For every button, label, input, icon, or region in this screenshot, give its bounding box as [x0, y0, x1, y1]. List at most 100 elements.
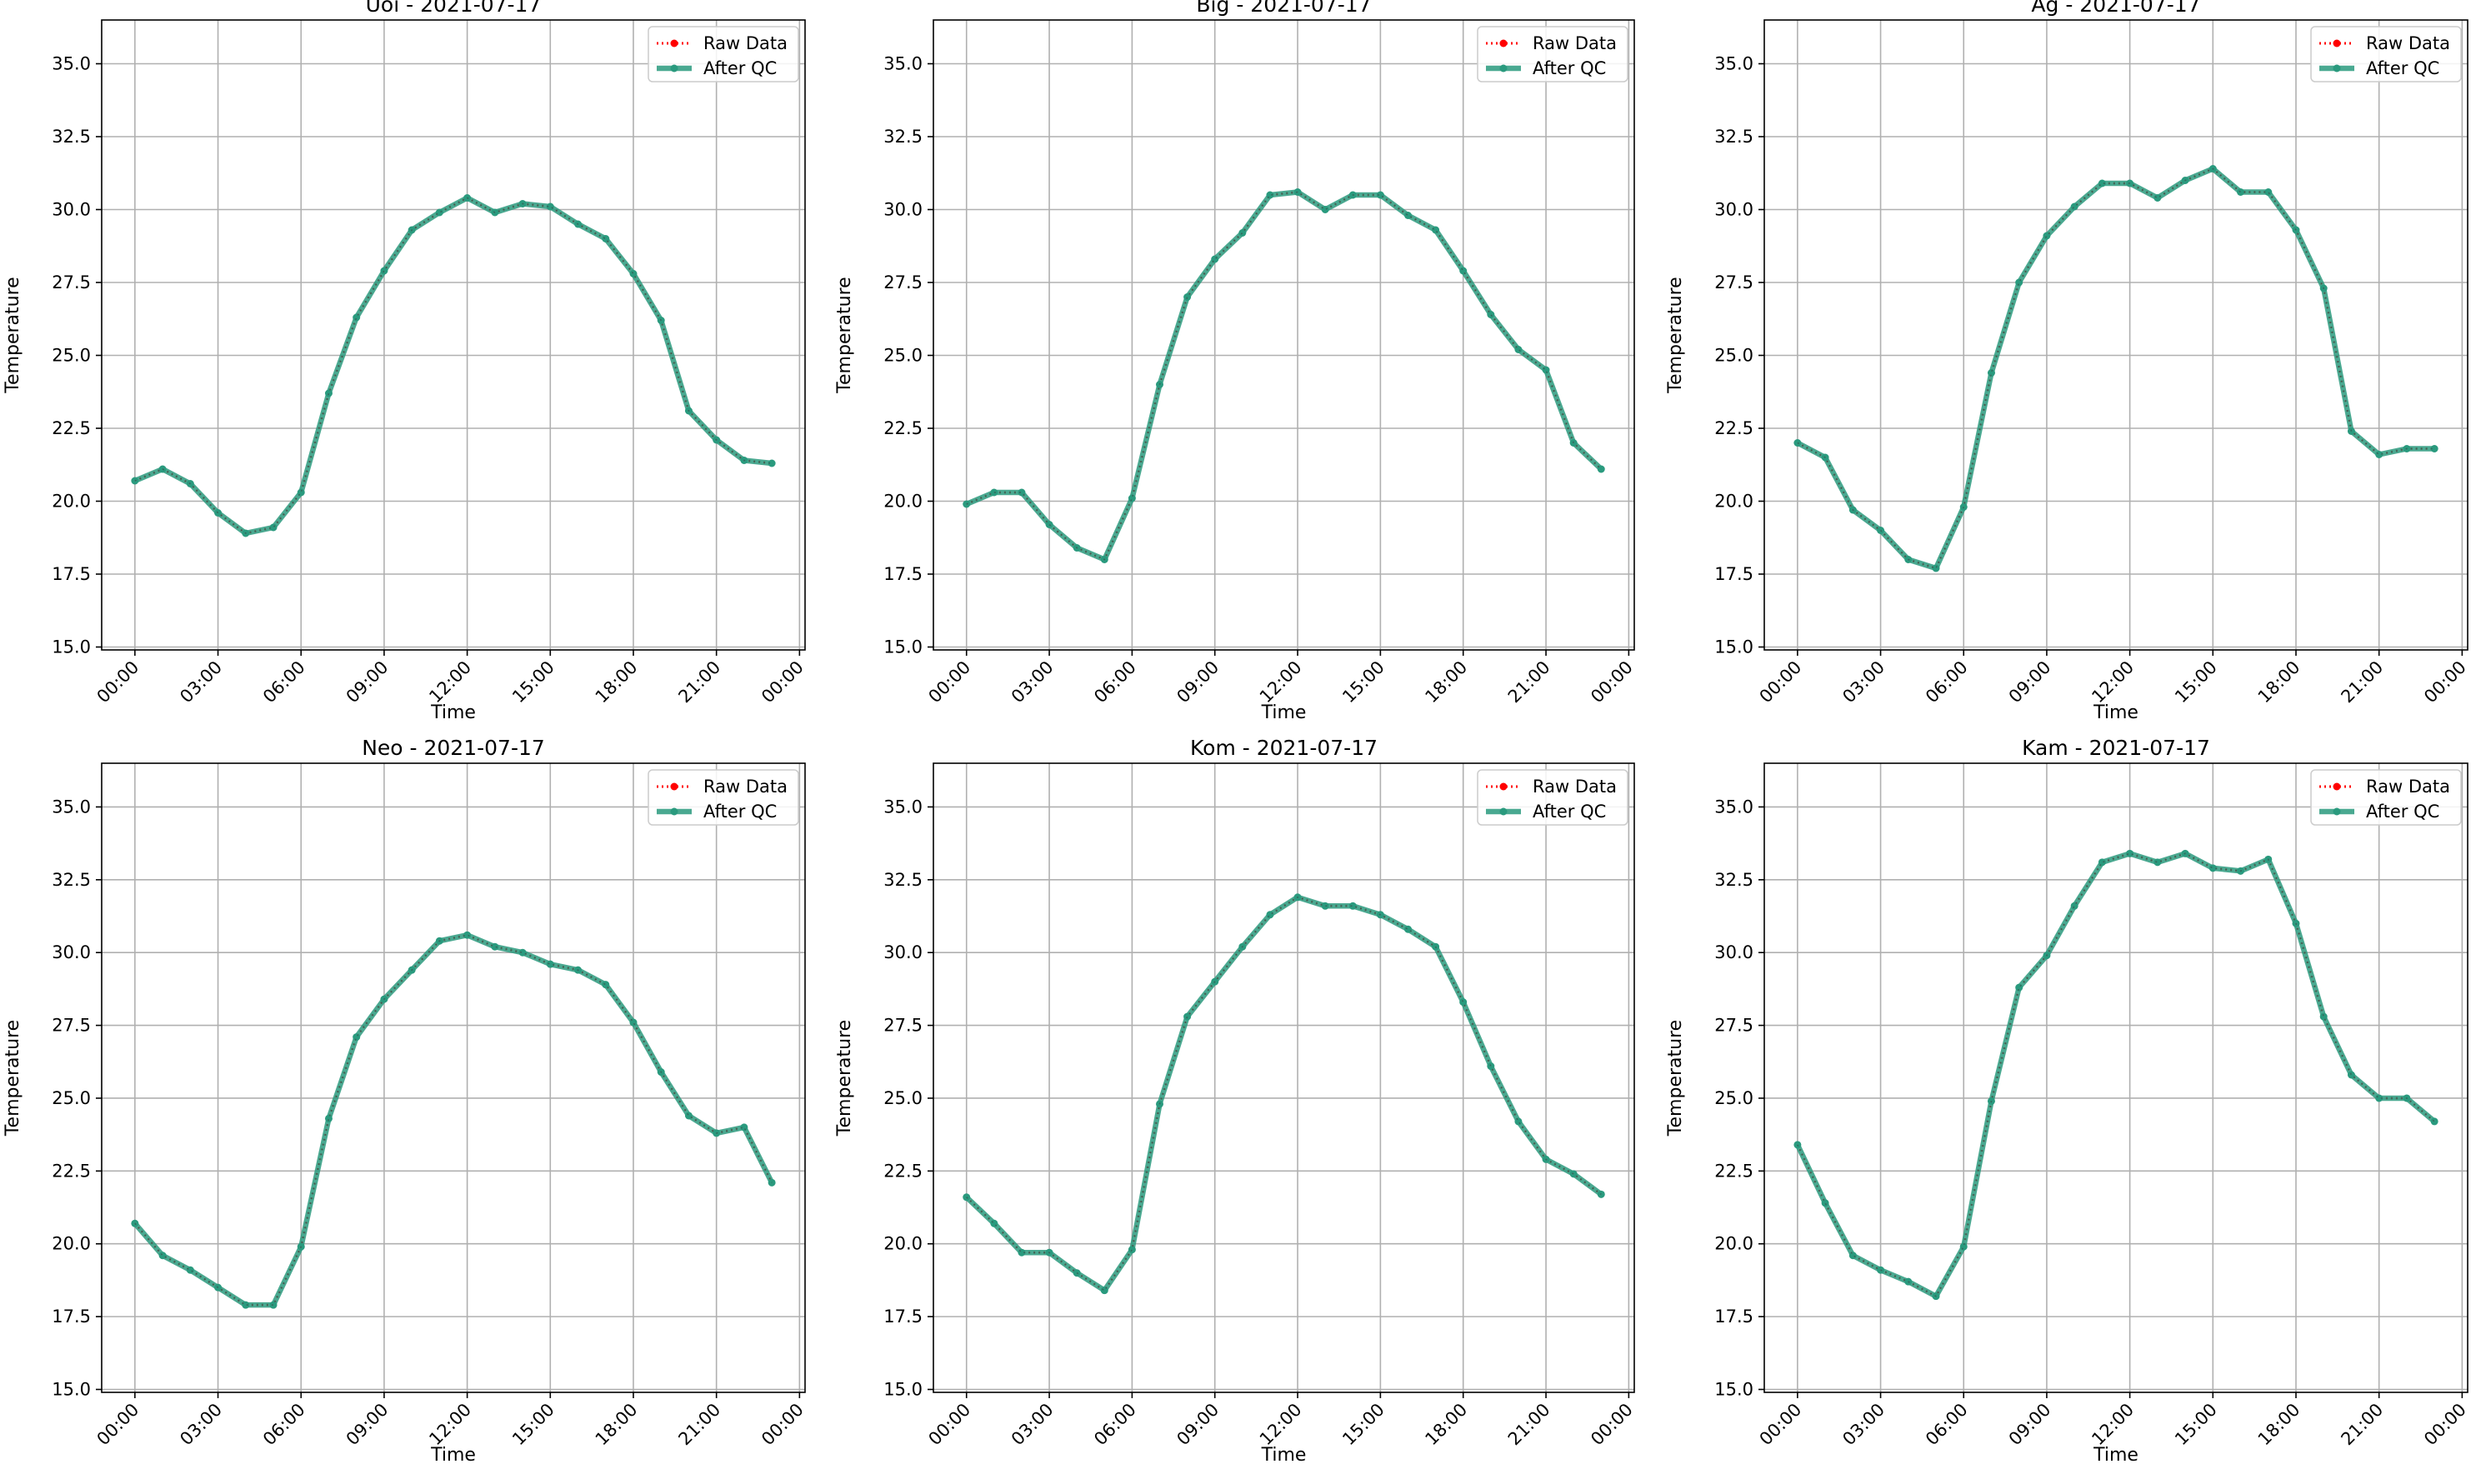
legend-marker-raw: [670, 782, 678, 791]
chart-panel-3: 15.0 17.5 20.0 22.5 25.0 27.5 30.0 32.5 35.0 00:0…: [1665, 0, 2470, 723]
y-axis-label: Temperature: [834, 1020, 855, 1137]
x-axis-label: Time: [2093, 702, 2138, 723]
data-point-qc: [353, 1033, 361, 1042]
x-tick-label: 00:00: [1587, 657, 1637, 707]
y-tick-label: 32.5: [1714, 127, 1753, 147]
data-point-qc: [491, 942, 499, 951]
legend-marker-qc: [670, 807, 678, 816]
y-tick-label: 30.0: [1714, 200, 1753, 220]
axes-frame: [1763, 762, 2468, 1393]
x-tick-label: 03:00: [1838, 1400, 1888, 1450]
x-tick-label: 21:00: [674, 657, 724, 707]
x-tick-label: 15:00: [1338, 1400, 1388, 1450]
axes-frame: [933, 762, 1635, 1393]
x-tick-label: 12:00: [1256, 657, 1306, 707]
y-axis-label: Temperature: [834, 277, 855, 393]
y-tick-label: 30.0: [883, 200, 923, 220]
legend-label-raw: Raw Data: [703, 777, 788, 797]
legend: Raw Data After QC: [1477, 26, 1628, 82]
legend-label-raw: Raw Data: [2366, 777, 2450, 797]
x-tick-label: 12:00: [2088, 657, 2138, 707]
x-tick-label: 15:00: [2171, 1400, 2221, 1450]
data-point-qc: [324, 389, 333, 397]
legend-label-qc: After QC: [1533, 58, 1606, 78]
legend-marker-qc: [670, 64, 678, 72]
y-tick-label: 17.5: [883, 1307, 923, 1327]
x-tick-label: 12:00: [2088, 1400, 2138, 1450]
y-tick-label: 22.5: [52, 1161, 91, 1181]
x-tick-label: 00:00: [924, 1400, 974, 1450]
x-tick-label: 12:00: [425, 657, 475, 707]
y-tick-label: 22.5: [1714, 418, 1753, 438]
y-tick-label: 27.5: [883, 1016, 923, 1036]
series-after-qc: [1793, 849, 2438, 1301]
y-tick-label: 17.5: [52, 564, 91, 584]
y-tick-label: 15.0: [1714, 637, 1753, 657]
data-point-qc: [546, 960, 554, 968]
grid: [102, 763, 805, 1392]
x-tick-label: 15:00: [508, 657, 558, 707]
y-tick-label: 30.0: [1714, 942, 1753, 962]
x-tick-label: 18:00: [1421, 657, 1471, 707]
data-point-qc: [324, 1114, 333, 1122]
x-tick-label: 15:00: [2171, 657, 2221, 707]
data-point-qc: [131, 477, 139, 485]
data-point-qc: [1597, 465, 1605, 473]
y-tick-label: 30.0: [52, 942, 91, 962]
legend-label-qc: After QC: [703, 802, 777, 822]
x-tick-label: 00:00: [758, 657, 808, 707]
legend: Raw Data After QC: [648, 769, 799, 826]
data-point-qc: [1848, 1252, 1857, 1260]
x-tick-label: 09:00: [2005, 1400, 2055, 1450]
data-point-qc: [2070, 902, 2078, 910]
data-point-qc: [1959, 1242, 1968, 1251]
x-tick-label: 15:00: [508, 1400, 558, 1450]
data-point-qc: [740, 1123, 748, 1132]
y-tick-label: 35.0: [883, 54, 923, 74]
legend-marker-qc: [2333, 64, 2341, 72]
x-axis-label: Time: [1261, 702, 1307, 723]
data-point-qc: [1321, 902, 1329, 910]
data-point-qc: [1459, 998, 1468, 1007]
chart-title: Uoi - 2021-07-17: [366, 0, 542, 17]
data-point-qc: [1932, 564, 1940, 572]
data-point-qc: [2237, 188, 2245, 196]
x-tick-label: 00:00: [924, 657, 974, 707]
legend-marker-raw: [2333, 782, 2341, 791]
data-point-qc: [1128, 1246, 1136, 1254]
axes-frame: [101, 19, 806, 651]
data-point-qc: [353, 313, 361, 322]
y-tick-label: 20.0: [883, 492, 923, 512]
axes-frame: [101, 762, 806, 1393]
legend-marker-qc: [1499, 64, 1508, 72]
data-point-qc: [1487, 1062, 1495, 1071]
y-tick-label: 22.5: [52, 418, 91, 438]
y-tick-label: 22.5: [883, 418, 923, 438]
y-tick-label: 25.0: [1714, 1088, 1753, 1108]
x-tick-label: 00:00: [93, 1400, 143, 1450]
y-tick-label: 20.0: [883, 1234, 923, 1254]
y-tick-label: 35.0: [1714, 797, 1753, 817]
y-tick-label: 17.5: [1714, 1307, 1753, 1327]
data-point-qc: [2430, 445, 2438, 452]
series-after-qc: [963, 188, 1605, 563]
grid: [1764, 763, 2468, 1392]
y-tick-label: 25.0: [883, 1088, 923, 1108]
legend-label-raw: Raw Data: [1533, 33, 1617, 53]
grid: [102, 20, 805, 650]
data-point-qc: [380, 267, 388, 275]
y-tick-label: 15.0: [1714, 1380, 1753, 1400]
legend-marker-qc: [2333, 807, 2341, 816]
data-point-qc: [1183, 1012, 1192, 1021]
data-point-qc: [1266, 911, 1274, 919]
chart-panel-6: 15.0 17.5 20.0 22.5 25.0 27.5 30.0 32.5 35.0 00:0…: [1665, 736, 2470, 1466]
legend-label-raw: Raw Data: [2366, 33, 2450, 53]
data-point-qc: [768, 459, 776, 467]
x-tick-label: 00:00: [1756, 657, 1806, 707]
legend-marker-raw: [670, 39, 678, 47]
series-line-after-qc: [965, 189, 1603, 562]
data-point-qc: [1987, 369, 1995, 377]
x-tick-label: 21:00: [2337, 657, 2387, 707]
x-tick-label: 21:00: [2337, 1400, 2387, 1450]
y-tick-label: 15.0: [883, 637, 923, 657]
